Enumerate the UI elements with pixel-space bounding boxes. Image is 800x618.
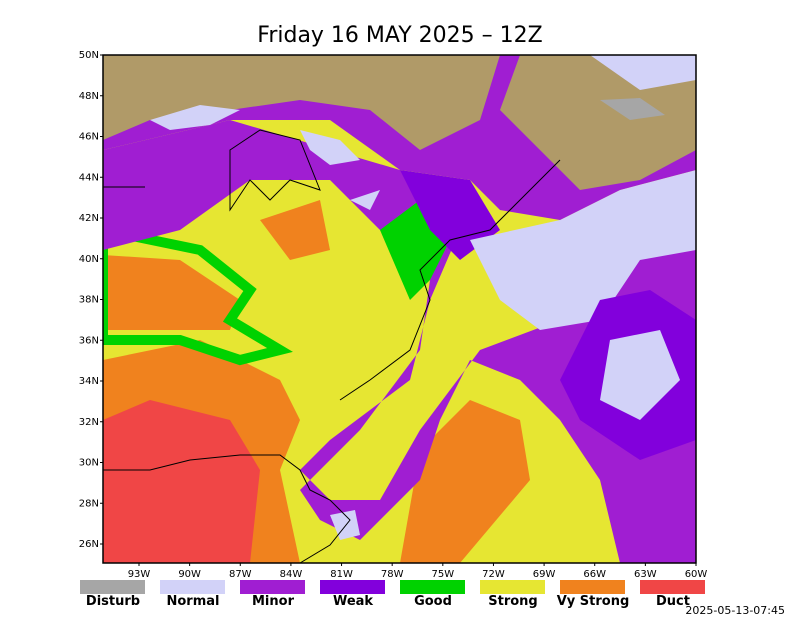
latitude-label: 40N xyxy=(79,254,99,265)
latitude-label: 46N xyxy=(79,132,99,143)
longitude-label: 72W xyxy=(482,569,505,580)
legend: Disturb Normal Minor Weak Good Strong Vy Stron… xyxy=(80,580,705,609)
longitude-label: 75W xyxy=(432,569,455,580)
weak-area xyxy=(400,170,500,260)
disturb-area xyxy=(600,98,665,120)
latitude-label: 28N xyxy=(79,498,99,509)
longitude-label: 69W xyxy=(533,569,556,580)
legend-swatch xyxy=(480,580,545,594)
lake xyxy=(350,190,380,210)
legend-label: Weak xyxy=(333,594,373,609)
latitude-label: 26N xyxy=(79,539,99,550)
duct-area xyxy=(103,400,260,563)
lake xyxy=(300,130,360,165)
legend-swatch xyxy=(160,580,225,594)
legend-swatch xyxy=(560,580,625,594)
latitude-label: 38N xyxy=(79,295,99,306)
latitude-label: 48N xyxy=(79,91,99,102)
latitude-label: 30N xyxy=(79,458,99,469)
legend-label: Good xyxy=(414,594,452,609)
legend-swatch xyxy=(80,580,145,594)
legend-label: Strong xyxy=(488,594,537,609)
title: Friday 16 MAY 2025 – 12Z xyxy=(257,23,542,48)
coastline xyxy=(103,454,351,563)
coastline xyxy=(229,129,321,212)
latitude-axis: 50N 48N 46N 44N 42N 40N 38N 36N 34N 32N 30N 28N 26N xyxy=(79,50,103,550)
longitude-label: 63W xyxy=(634,569,657,580)
normal-area xyxy=(590,55,696,90)
vystrong-area xyxy=(260,200,330,260)
latitude-label: 50N xyxy=(79,50,99,61)
lake xyxy=(150,105,240,130)
legend-swatch xyxy=(400,580,465,594)
longitude-label: 84W xyxy=(280,569,303,580)
coastline xyxy=(339,159,561,401)
map xyxy=(102,54,697,564)
longitude-label: 60W xyxy=(685,569,708,580)
legend-label: Vy Strong xyxy=(557,594,630,609)
latitude-label: 44N xyxy=(79,172,99,183)
latitude-label: 36N xyxy=(79,335,99,346)
lake xyxy=(330,510,360,540)
legend-label: Disturb xyxy=(86,594,140,609)
land xyxy=(103,55,500,150)
normal-area xyxy=(470,170,696,330)
longitude-label: 87W xyxy=(229,569,252,580)
legend-swatch xyxy=(240,580,305,594)
latitude-label: 34N xyxy=(79,376,99,387)
minor-area xyxy=(103,120,696,563)
longitude-label: 90W xyxy=(178,569,201,580)
vystrong-area xyxy=(103,255,240,330)
legend-swatch xyxy=(320,580,385,594)
latitude-label: 32N xyxy=(79,417,99,428)
legend-swatch xyxy=(640,580,705,594)
longitude-label: 66W xyxy=(583,569,606,580)
map-frame xyxy=(102,54,697,564)
good-band xyxy=(103,224,293,366)
latitude-label: 42N xyxy=(79,213,99,224)
legend-label: Duct xyxy=(656,594,690,609)
normal-area xyxy=(600,330,680,420)
timestamp: 2025-05-13-07:45 xyxy=(685,604,785,617)
legend-label: Minor xyxy=(252,594,295,609)
longitude-label: 93W xyxy=(128,569,151,580)
legend-label: Normal xyxy=(167,594,220,609)
longitude-label: 78W xyxy=(381,569,404,580)
longitude-axis: 93W 90W 87W 84W 81W 78W 75W 72W 69W 66W 63W 60W xyxy=(128,563,708,580)
longitude-label: 81W xyxy=(330,569,353,580)
